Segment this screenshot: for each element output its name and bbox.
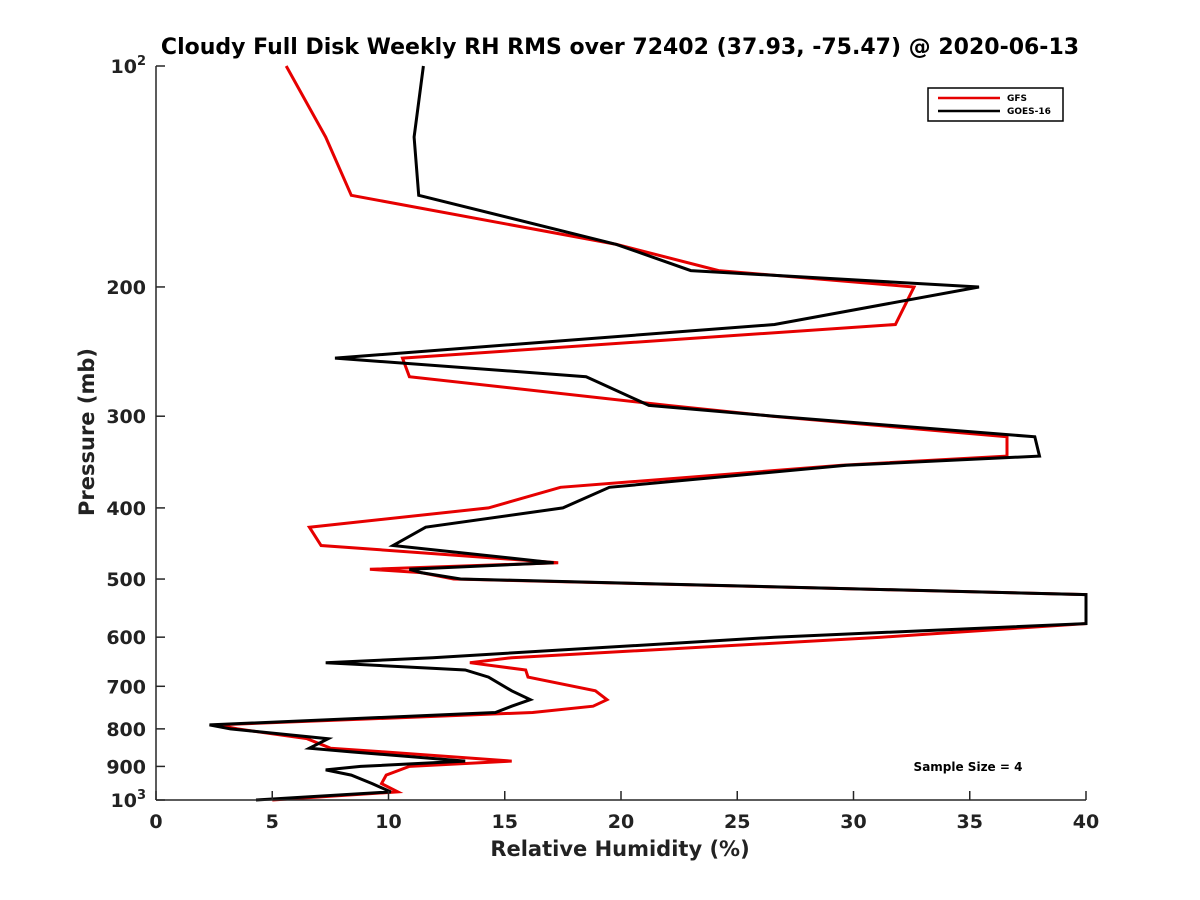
x-tick-label: 5 (266, 811, 279, 833)
legend-label-gfs: GFS (1007, 94, 1027, 104)
chart-title: Cloudy Full Disk Weekly RH RMS over 7240… (161, 35, 1079, 60)
x-tick-label: 25 (724, 811, 750, 833)
legend-label-goes16: GOES-16 (1007, 107, 1051, 117)
y-axis-title: Pressure (mb) (75, 348, 99, 516)
x-tick-label: 35 (957, 811, 983, 833)
x-axis-title: Relative Humidity (%) (490, 837, 749, 861)
x-tick-label: 15 (492, 811, 518, 833)
x-tick-label: 0 (149, 811, 162, 833)
series-line-goes16 (209, 65, 1088, 802)
ticks-layer: 0 5 10 15 20 25 30 35 40 102 200 300 400 500 600 700 800… (106, 54, 1099, 833)
y-tick-label: 300 (106, 406, 146, 428)
y-tick-label: 900 (106, 756, 146, 778)
x-tick-label: 40 (1073, 811, 1099, 833)
x-tick-label: 30 (840, 811, 866, 833)
x-tick-label: 10 (375, 811, 401, 833)
y-tick-label: 200 (106, 277, 146, 299)
y-tick-label: 102 (111, 54, 147, 78)
y-tick-label: 400 (106, 498, 146, 520)
legend: GFS GOES-16 (927, 87, 1064, 122)
x-tick-label: 20 (608, 811, 634, 833)
y-tick-label: 500 (106, 569, 146, 591)
y-tick-label: 600 (106, 627, 146, 649)
series-line-gfs (216, 65, 1088, 802)
y-tick-label: 700 (106, 676, 146, 698)
y-tick-label: 103 (111, 788, 147, 812)
legend-box (927, 87, 1064, 122)
y-tick-label: 800 (106, 719, 146, 741)
series-layer (209, 65, 1088, 802)
sample-size-annotation: Sample Size = 4 (914, 760, 1023, 774)
